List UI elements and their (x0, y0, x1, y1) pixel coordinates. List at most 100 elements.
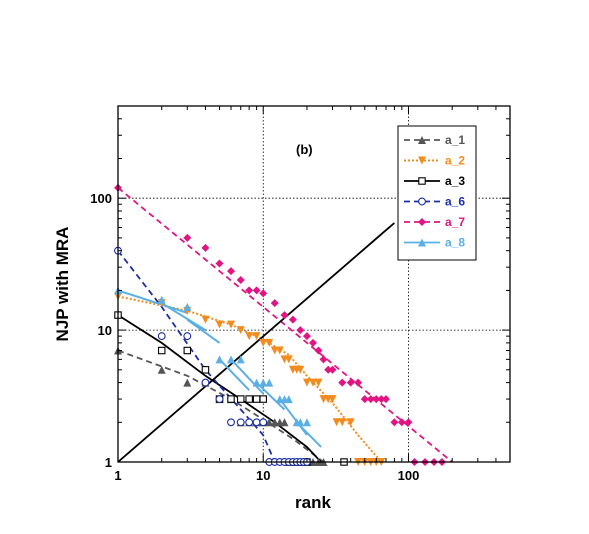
legend-marker-a_6 (418, 197, 426, 206)
x-tick-label: 100 (398, 468, 420, 483)
fit-segment-a_8 (186, 318, 221, 344)
point-a_7 (381, 395, 390, 404)
fit-line-a_2 (117, 295, 383, 463)
point-a_7 (296, 326, 305, 335)
y-tick-label: 1 (105, 455, 112, 470)
legend-label-a_6: a_6 (445, 195, 465, 209)
panel-label: (b) (296, 142, 313, 157)
point-a_6 (259, 418, 268, 427)
y-tick-label: 100 (90, 191, 112, 206)
point-a_2 (332, 418, 341, 427)
fit-lines (117, 187, 453, 463)
point-a_7 (404, 418, 413, 427)
legend-marker-a_8 (418, 238, 426, 247)
fit-line-a_6 (117, 250, 276, 463)
fit-segment-a_8 (117, 289, 188, 314)
legend-label-a_3: a_3 (445, 174, 465, 188)
point-a_8 (183, 302, 192, 311)
point-a_7 (397, 418, 406, 427)
fit-line-a_7 (117, 187, 453, 463)
point-a_7 (314, 346, 323, 355)
point-a_7 (319, 355, 328, 364)
fit-line-line-6 (117, 222, 395, 463)
fit-segment-a_8 (255, 381, 286, 411)
legend-marker-a_3 (418, 177, 426, 185)
point-a_6 (183, 332, 192, 341)
legend-label-a_7: a_7 (445, 215, 465, 229)
point-a_7 (270, 299, 279, 308)
legend: a_1 a_2 a_3 a_6 a_7 a_8 (397, 125, 477, 261)
point-a_7 (259, 289, 268, 298)
point-a_6 (236, 418, 245, 427)
point-a_7 (183, 233, 192, 242)
legend-marker-a_2 (418, 156, 426, 165)
point-a_3 (236, 395, 245, 403)
point-a_8 (265, 378, 274, 387)
legend-label-a_2: a_2 (445, 154, 465, 168)
point-a_2 (227, 320, 236, 329)
fit-segment-a_8 (295, 421, 322, 448)
point-a_1 (265, 418, 274, 427)
point-a_2 (328, 395, 337, 404)
point-a_3 (259, 395, 267, 403)
point-a_3 (157, 346, 166, 355)
point-a_7 (215, 259, 224, 268)
point-a_2 (284, 355, 293, 364)
point-a_7 (236, 275, 245, 284)
point-a_7 (346, 378, 355, 387)
point-a_1 (270, 418, 279, 427)
point-a_2 (314, 378, 323, 387)
y-axis-label: NJP with MRA (53, 227, 72, 342)
point-a_2 (275, 346, 284, 355)
legend-box (397, 125, 477, 261)
point-a_8 (236, 355, 245, 364)
point-a_8 (215, 355, 224, 364)
point-a_7 (354, 378, 363, 387)
x-tick-label: 1 (114, 468, 121, 483)
point-a_2 (236, 326, 245, 335)
point-a_7 (390, 418, 399, 427)
point-a_2 (215, 320, 224, 329)
x-tick-label: 10 (256, 468, 270, 483)
point-a_2 (270, 346, 279, 355)
point-a_3 (245, 395, 253, 403)
point-a_8 (302, 418, 311, 427)
point-a_8 (252, 378, 261, 387)
point-a_2 (338, 418, 347, 427)
legend-marker-a_7 (418, 218, 426, 226)
point-a_3 (201, 366, 210, 374)
point-a_2 (296, 365, 305, 374)
point-a_7 (252, 286, 261, 295)
point-a_2 (201, 315, 210, 324)
plot-frame (117, 105, 511, 463)
point-a_6 (245, 418, 254, 427)
point-a_8 (259, 378, 268, 387)
point-a_8 (284, 395, 293, 404)
point-a_7 (288, 315, 297, 324)
point-a_2 (302, 378, 311, 387)
point-a_2 (346, 418, 355, 427)
point-a_1 (157, 365, 166, 374)
fit-segment-a_8 (230, 358, 264, 395)
point-a_3 (183, 346, 192, 355)
legend-marker-a_1 (418, 136, 426, 144)
point-a_7 (328, 365, 337, 374)
point-a_6 (227, 418, 235, 427)
point-a_3 (227, 395, 235, 403)
point-a_7 (324, 365, 333, 374)
fit-segment-a_8 (218, 358, 250, 391)
point-a_6 (215, 395, 224, 404)
point-a_2 (245, 332, 254, 341)
y-tick-label: 10 (98, 323, 112, 338)
point-a_7 (280, 311, 289, 320)
x-axis-label: rank (295, 493, 331, 512)
fit-line-a_1 (117, 349, 325, 463)
point-a_8 (157, 295, 166, 304)
point-a_7 (377, 395, 386, 404)
legend-label-a_1: a_1 (445, 133, 465, 147)
point-a_7 (201, 243, 210, 252)
point-a_2 (308, 378, 317, 387)
point-a_7 (338, 378, 347, 387)
point-a_7 (360, 395, 369, 404)
